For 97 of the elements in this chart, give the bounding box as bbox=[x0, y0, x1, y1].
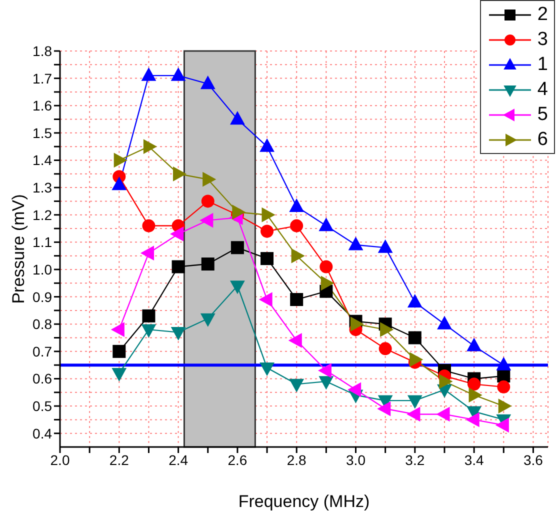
point bbox=[112, 368, 126, 381]
point bbox=[468, 388, 482, 402]
point bbox=[320, 260, 333, 274]
point bbox=[230, 241, 244, 254]
point bbox=[439, 374, 452, 389]
point bbox=[230, 112, 245, 125]
point bbox=[232, 205, 246, 220]
point bbox=[410, 352, 423, 367]
legend-label: 1 bbox=[537, 54, 548, 76]
y-tick-label: 1.1 bbox=[32, 234, 52, 250]
point bbox=[319, 376, 334, 390]
point bbox=[320, 276, 334, 290]
legend-label: 3 bbox=[537, 28, 548, 50]
x-tick-label: 2.2 bbox=[109, 452, 130, 468]
x-tick-label: 3.4 bbox=[464, 452, 484, 468]
point bbox=[142, 219, 156, 232]
point bbox=[114, 153, 127, 168]
y-tick-label: 1.5 bbox=[32, 124, 52, 141]
point bbox=[171, 326, 186, 340]
y-tick-label: 1.6 bbox=[32, 98, 52, 114]
y-tick-label: 1.8 bbox=[32, 42, 52, 59]
point bbox=[408, 294, 422, 308]
legend-label: 4 bbox=[537, 78, 548, 100]
y-tick-label: 1.3 bbox=[32, 180, 52, 196]
point bbox=[496, 418, 509, 432]
x-tick-label: 3.0 bbox=[346, 452, 366, 468]
point bbox=[407, 407, 420, 422]
point bbox=[408, 395, 422, 408]
y-tick-label: 1.0 bbox=[32, 261, 52, 278]
point bbox=[260, 362, 274, 376]
point bbox=[436, 407, 450, 422]
point bbox=[142, 68, 156, 81]
point bbox=[290, 293, 304, 306]
point bbox=[112, 344, 126, 358]
x-axis-title: Frequency (MHz) bbox=[238, 492, 370, 511]
y-tick-label: 1.7 bbox=[32, 70, 52, 86]
point bbox=[260, 252, 274, 266]
x-tick-label: 2.8 bbox=[286, 452, 307, 468]
point bbox=[201, 194, 214, 208]
point bbox=[380, 322, 394, 337]
point bbox=[466, 338, 482, 352]
point bbox=[466, 412, 480, 427]
point bbox=[111, 322, 124, 337]
y-tick-label: 0.8 bbox=[32, 316, 52, 332]
point bbox=[112, 177, 126, 190]
x-tick-label: 2.4 bbox=[168, 452, 188, 468]
point bbox=[348, 237, 363, 250]
y-tick-label: 1.2 bbox=[32, 206, 52, 223]
x-tick-label: 3.2 bbox=[405, 452, 425, 468]
point bbox=[260, 224, 274, 238]
point bbox=[142, 309, 156, 322]
legend-label: 5 bbox=[537, 104, 548, 126]
point bbox=[290, 219, 304, 232]
y-tick-label: 0.5 bbox=[32, 398, 52, 414]
point bbox=[290, 378, 304, 392]
point bbox=[260, 138, 274, 152]
point bbox=[408, 331, 422, 344]
point bbox=[172, 260, 185, 274]
point bbox=[142, 324, 156, 338]
point bbox=[378, 402, 391, 416]
y-tick-label: 1.4 bbox=[32, 152, 52, 168]
point bbox=[437, 316, 452, 330]
y-tick-label: 0.4 bbox=[32, 425, 52, 442]
point bbox=[201, 258, 214, 271]
y-tick-label: 0.6 bbox=[32, 370, 52, 387]
y-tick-label: 0.7 bbox=[32, 343, 52, 360]
point bbox=[262, 208, 275, 222]
point bbox=[259, 292, 272, 307]
x-tick-label: 2.0 bbox=[50, 452, 70, 468]
point bbox=[288, 333, 302, 348]
point bbox=[291, 248, 304, 263]
x-tick-label: 3.6 bbox=[523, 452, 544, 468]
point bbox=[230, 280, 245, 294]
point bbox=[318, 363, 332, 378]
legend-label: 6 bbox=[537, 128, 548, 150]
point bbox=[498, 398, 512, 414]
point bbox=[141, 246, 154, 260]
point bbox=[171, 68, 186, 81]
point bbox=[143, 139, 156, 154]
point bbox=[290, 198, 304, 212]
point bbox=[319, 218, 334, 232]
point bbox=[170, 226, 184, 242]
point bbox=[200, 313, 215, 326]
point bbox=[350, 317, 364, 332]
legend-label: 2 bbox=[537, 4, 548, 26]
y-tick-label: 0.9 bbox=[32, 288, 52, 305]
y-axis-title: Pressure (mV) bbox=[9, 194, 28, 304]
point bbox=[378, 342, 392, 356]
point bbox=[497, 380, 510, 394]
point bbox=[200, 76, 215, 90]
point bbox=[348, 382, 362, 397]
point bbox=[200, 213, 214, 228]
point bbox=[202, 172, 216, 186]
x-tick-label: 2.6 bbox=[228, 452, 248, 468]
point bbox=[173, 166, 186, 181]
point bbox=[378, 240, 392, 253]
point bbox=[468, 378, 481, 391]
